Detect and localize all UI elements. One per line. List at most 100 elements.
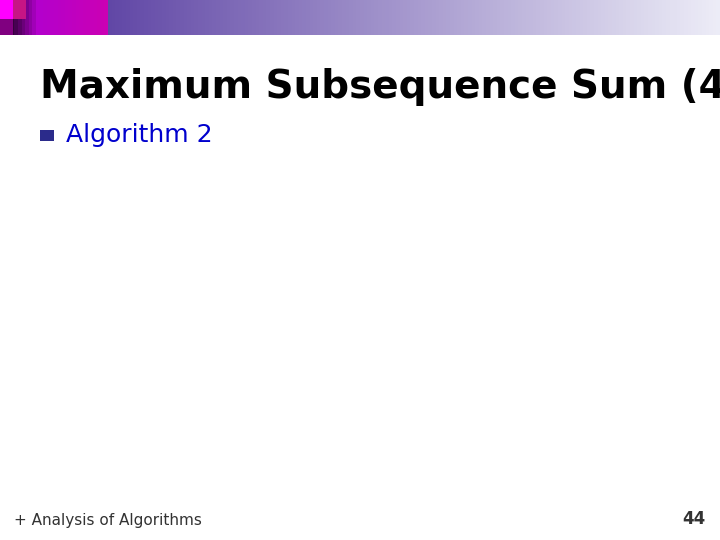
- Bar: [140, 0, 145, 35]
- Bar: [4, 0, 8, 35]
- Bar: [176, 0, 181, 35]
- Bar: [335, 0, 339, 35]
- Bar: [295, 0, 300, 35]
- Bar: [122, 0, 127, 35]
- Bar: [65, 0, 69, 35]
- Bar: [547, 0, 552, 35]
- Bar: [648, 0, 652, 35]
- Bar: [184, 0, 188, 35]
- Bar: [324, 0, 328, 35]
- Bar: [587, 0, 591, 35]
- Bar: [317, 0, 321, 35]
- Bar: [14, 0, 19, 35]
- Bar: [241, 0, 246, 35]
- Bar: [223, 0, 228, 35]
- Bar: [169, 0, 174, 35]
- Bar: [50, 0, 55, 35]
- Bar: [32, 0, 37, 35]
- Bar: [410, 0, 415, 35]
- Bar: [677, 0, 681, 35]
- Bar: [364, 0, 368, 35]
- Bar: [263, 0, 267, 35]
- Bar: [508, 0, 512, 35]
- Bar: [126, 0, 130, 35]
- Bar: [209, 0, 213, 35]
- Bar: [43, 0, 48, 35]
- Bar: [684, 0, 688, 35]
- Bar: [68, 0, 73, 35]
- Bar: [450, 0, 454, 35]
- Bar: [79, 0, 84, 35]
- Bar: [580, 0, 584, 35]
- Bar: [662, 0, 667, 35]
- Bar: [61, 0, 66, 35]
- Bar: [504, 0, 508, 35]
- Bar: [515, 0, 519, 35]
- Bar: [691, 0, 696, 35]
- Text: 44: 44: [683, 510, 706, 528]
- Bar: [288, 0, 292, 35]
- Bar: [598, 0, 602, 35]
- Bar: [641, 0, 645, 35]
- Bar: [583, 0, 588, 35]
- Bar: [259, 0, 264, 35]
- Bar: [137, 0, 141, 35]
- Bar: [299, 0, 303, 35]
- Bar: [605, 0, 609, 35]
- Bar: [234, 0, 238, 35]
- Bar: [346, 0, 350, 35]
- Bar: [173, 0, 177, 35]
- Bar: [148, 0, 152, 35]
- Bar: [382, 0, 386, 35]
- Bar: [320, 0, 325, 35]
- Bar: [673, 0, 678, 35]
- Bar: [392, 0, 397, 35]
- Bar: [540, 0, 544, 35]
- Bar: [115, 0, 120, 35]
- Bar: [29, 0, 33, 35]
- Bar: [367, 0, 372, 35]
- Bar: [414, 0, 418, 35]
- Bar: [0, 19, 13, 35]
- Bar: [666, 0, 670, 35]
- Bar: [569, 0, 573, 35]
- Text: Maximum Subsequence Sum (4/6): Maximum Subsequence Sum (4/6): [40, 68, 720, 105]
- Bar: [349, 0, 354, 35]
- Bar: [36, 0, 40, 35]
- Bar: [144, 0, 148, 35]
- Bar: [634, 0, 638, 35]
- Bar: [198, 0, 202, 35]
- Bar: [97, 0, 102, 35]
- Bar: [0, 0, 13, 19]
- Bar: [475, 0, 480, 35]
- Bar: [594, 0, 598, 35]
- Bar: [396, 0, 400, 35]
- Bar: [25, 0, 30, 35]
- Bar: [421, 0, 426, 35]
- Bar: [482, 0, 487, 35]
- Bar: [511, 0, 516, 35]
- Bar: [630, 0, 634, 35]
- Bar: [378, 0, 382, 35]
- Bar: [266, 0, 271, 35]
- Bar: [623, 0, 627, 35]
- Bar: [11, 0, 15, 35]
- Bar: [360, 0, 364, 35]
- Bar: [716, 0, 720, 35]
- Bar: [54, 0, 58, 35]
- Bar: [101, 0, 105, 35]
- Bar: [486, 0, 490, 35]
- Bar: [155, 0, 159, 35]
- Bar: [644, 0, 649, 35]
- Bar: [0, 0, 4, 35]
- Bar: [245, 0, 249, 35]
- Bar: [40, 130, 54, 141]
- Bar: [353, 0, 357, 35]
- Bar: [256, 0, 260, 35]
- Bar: [468, 0, 472, 35]
- Bar: [205, 0, 210, 35]
- Bar: [670, 0, 674, 35]
- Bar: [119, 0, 123, 35]
- Bar: [403, 0, 408, 35]
- Bar: [284, 0, 289, 35]
